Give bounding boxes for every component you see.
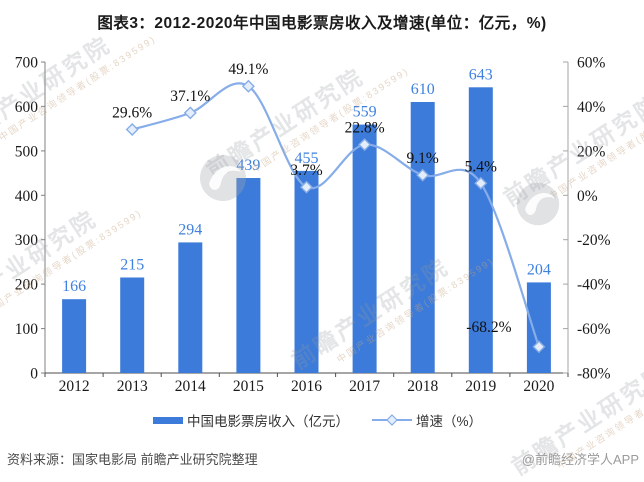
x-axis-category-label: 2020 xyxy=(523,378,554,395)
footer: 资料来源：国家电影局 前瞻产业研究院整理 @前瞻经济学人APP xyxy=(7,449,639,468)
bar-2015 xyxy=(236,178,261,373)
line-marker xyxy=(358,138,372,152)
left-axis-tick-label: 300 xyxy=(15,232,39,249)
legend-line-swatch xyxy=(372,414,412,426)
bar-2013 xyxy=(120,277,145,373)
legend-bar-label: 中国电影票房收入（亿元） xyxy=(187,414,349,429)
x-axis-category-label: 2013 xyxy=(117,378,148,395)
bar-value-label: 643 xyxy=(469,66,493,83)
right-axis-tick-label: 60% xyxy=(577,55,606,72)
line-marker xyxy=(474,176,488,190)
left-axis-tick-label: 600 xyxy=(15,99,39,116)
left-axis-tick-label: 500 xyxy=(15,143,39,160)
left-axis-tick-label: 0 xyxy=(30,366,38,383)
line-marker xyxy=(125,123,139,136)
legend: 中国电影票房收入（亿元） 增速（%） xyxy=(153,410,482,430)
left-axis-tick-label: 400 xyxy=(15,188,39,205)
growth-point-label: 22.8% xyxy=(345,120,385,137)
growth-point-label: 49.1% xyxy=(228,61,268,78)
right-axis-tick-label: 0% xyxy=(577,188,598,205)
chart-title: 图表3：2012-2020年中国电影票房收入及增速(单位：亿元，%) xyxy=(97,15,547,32)
right-axis-tick-label: -60% xyxy=(577,321,611,338)
bar-value-label: 215 xyxy=(120,257,144,274)
line-marker xyxy=(183,106,197,120)
bar-2017 xyxy=(352,124,377,373)
bar-2020 xyxy=(526,282,551,373)
right-axis-tick-label: -20% xyxy=(577,232,611,249)
bar-value-label: 439 xyxy=(236,157,260,174)
source-note: 资料来源：国家电影局 前瞻产业研究院整理 xyxy=(7,452,258,467)
bar-value-label: 204 xyxy=(527,261,551,278)
line-marker xyxy=(241,79,255,93)
bar-2016 xyxy=(294,170,319,374)
bar-2014 xyxy=(178,242,203,373)
bar-value-label: 559 xyxy=(353,104,377,121)
growth-point-label: 5.4% xyxy=(465,158,497,175)
x-axis-category-label: 2015 xyxy=(233,378,264,395)
line-marker xyxy=(416,168,430,182)
growth-point-label: 3.7% xyxy=(290,162,322,179)
x-axis-category-label: 2017 xyxy=(349,378,380,395)
right-axis-tick-label: -80% xyxy=(577,366,611,383)
credit-note: @前瞻经济学人APP xyxy=(521,452,639,467)
growth-point-label: -68.2% xyxy=(466,319,511,336)
legend-line-label: 增速（%） xyxy=(416,414,483,429)
bar-2012 xyxy=(62,299,87,373)
x-axis-category-label: 2012 xyxy=(59,378,90,395)
bar-value-label: 455 xyxy=(295,150,319,167)
x-axis-category-label: 2014 xyxy=(175,378,206,395)
line-marker xyxy=(532,340,546,354)
legend-item-growth: 增速（%） xyxy=(372,410,482,430)
line-marker xyxy=(300,180,313,194)
growth-point-label: 29.6% xyxy=(112,105,152,122)
bar-2019 xyxy=(468,87,493,374)
bar-value-label: 166 xyxy=(62,278,86,295)
left-axis-tick-label: 100 xyxy=(15,321,39,338)
x-axis-category-label: 2016 xyxy=(291,378,322,395)
left-axis-tick-label: 700 xyxy=(15,55,39,72)
bar-value-label: 610 xyxy=(411,81,435,98)
growth-point-label: 37.1% xyxy=(170,88,210,105)
left-axis-tick-label: 200 xyxy=(15,277,39,294)
legend-item-revenue: 中国电影票房收入（亿元） xyxy=(153,410,349,430)
legend-bar-swatch xyxy=(153,416,183,424)
x-axis-category-label: 2019 xyxy=(465,378,496,395)
growth-point-label: 9.1% xyxy=(407,150,439,167)
right-axis-tick-label: 40% xyxy=(577,99,606,116)
x-axis-category-label: 2018 xyxy=(407,378,438,395)
right-axis-tick-label: 20% xyxy=(577,143,606,160)
growth-line xyxy=(131,82,540,348)
bar-value-label: 294 xyxy=(178,221,202,238)
bar-2018 xyxy=(410,102,435,373)
right-axis-tick-label: -40% xyxy=(577,277,611,294)
